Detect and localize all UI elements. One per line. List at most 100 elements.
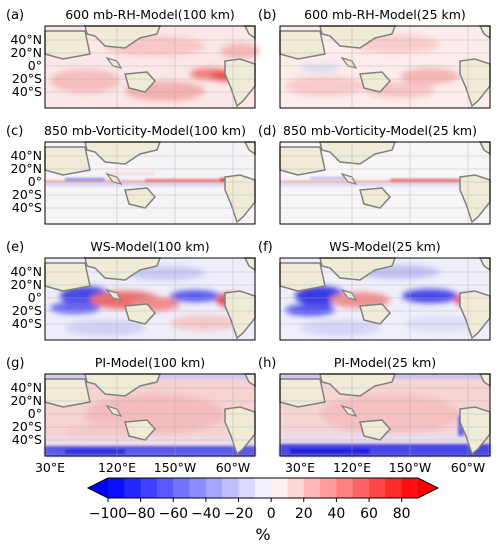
y-tick-label: 40°S (12, 316, 42, 331)
panel-label-e: (e) (6, 240, 24, 255)
y-ticks-row-1: 40°N 20°N 0° 20°S 40°S (10, 32, 42, 99)
colorbar-cell (336, 478, 354, 498)
panel-label-b: (b) (258, 8, 276, 23)
panel-g-land (44, 373, 256, 456)
y-tick-label: 40°N (10, 32, 42, 47)
panel-d-grid (280, 142, 490, 224)
y-tick-label: 40°N (10, 380, 42, 395)
colorbar-cell (238, 478, 256, 498)
y-tick-label: 20°N (10, 277, 42, 292)
y-tick-label: 0° (28, 174, 42, 189)
colorbar-cell (385, 478, 403, 498)
panel-h-frame (279, 373, 491, 457)
colorbar-extend-max (418, 478, 438, 498)
panel-e (44, 257, 256, 341)
colorbar-cells (88, 478, 438, 498)
y-tick-label: 0° (28, 290, 42, 305)
colorbar-tick-label: 60 (360, 506, 378, 522)
y-ticks-row-3: 40°N 20°N 0° 20°S 40°S (10, 264, 42, 331)
panel-a (44, 25, 260, 109)
y-tick-label: 40°S (12, 432, 42, 447)
colorbar-unit-label: % (255, 525, 270, 544)
panel-h-grid (280, 374, 490, 456)
panel-f (279, 257, 491, 341)
panel-f-frame (279, 257, 491, 341)
y-tick-label: 0° (28, 406, 42, 421)
y-tick-label: 20°S (12, 71, 42, 86)
x-tick-label: 120°E (333, 460, 371, 475)
panel-h-land (279, 373, 491, 456)
panel-b (279, 25, 491, 109)
x-tick-label: 120°E (98, 460, 136, 475)
panel-g (44, 373, 256, 457)
colorbar-tick-label: 20 (295, 506, 313, 522)
x-ticks-left: 30°E 120°E 150°W 60°W (35, 460, 250, 475)
panel-e-land (44, 257, 256, 340)
panel-title-d: 850 mb-Vorticity-Model(25 km) (283, 123, 477, 138)
panel-title-e: WS-Model(100 km) (90, 239, 209, 254)
colorbar-tick-label: 0 (267, 506, 276, 522)
panel-a-land (44, 25, 256, 108)
panel-label-f: (f) (258, 240, 273, 255)
y-tick-label: 40°N (10, 264, 42, 279)
colorbar-cell (287, 478, 305, 498)
colorbar-ticks: −100−80 −60 −40 −20 0 20 40 60 80 (89, 498, 411, 522)
y-tick-label: 20°N (10, 393, 42, 408)
panel-label-d: (d) (258, 124, 276, 139)
colorbar-cell (205, 478, 223, 498)
y-tick-label: 20°S (12, 303, 42, 318)
y-ticks-row-2: 40°N 20°N 0° 20°S 40°S (10, 148, 42, 215)
colorbar-tick-label: −40 (191, 506, 221, 522)
panel-a-frame (44, 25, 256, 109)
panel-c-grid (45, 142, 255, 224)
colorbar-cell (271, 478, 288, 498)
y-tick-label: 0° (28, 58, 42, 73)
panel-title-a: 600 mb-RH-Model(100 km) (65, 7, 235, 22)
panel-c (44, 141, 256, 225)
y-tick-label: 20°N (10, 161, 42, 176)
x-tick-label: 150°W (154, 460, 196, 475)
panel-h (279, 373, 491, 457)
colorbar-cell (352, 478, 370, 498)
colorbar-cell (369, 478, 386, 498)
panel-d-frame (279, 141, 491, 225)
panel-title-b: 600 mb-RH-Model(25 km) (304, 7, 466, 22)
colorbar-tick-label: −100 (89, 506, 127, 522)
y-tick-label: 20°S (12, 419, 42, 434)
colorbar-cell (108, 478, 125, 498)
colorbar-cell (254, 478, 272, 498)
panel-label-g: (g) (6, 356, 24, 371)
x-tick-label: 60°W (216, 460, 251, 475)
x-tick-label: 150°W (389, 460, 431, 475)
y-tick-label: 20°S (12, 187, 42, 202)
panel-a-grid (45, 26, 255, 108)
panel-label-a: (a) (6, 8, 24, 23)
colorbar-extend-min (88, 478, 108, 498)
panel-title-h: PI-Model(25 km) (334, 355, 436, 370)
panel-title-g: PI-Model(100 km) (95, 355, 205, 370)
y-tick-label: 40°N (10, 148, 42, 163)
colorbar-cell (189, 478, 207, 498)
colorbar-cell (173, 478, 191, 498)
panel-f-grid (280, 258, 490, 340)
panel-label-h: (h) (258, 356, 276, 371)
x-tick-label: 60°W (451, 460, 486, 475)
panel-f-land (279, 257, 491, 340)
y-tick-label: 40°S (12, 84, 42, 99)
colorbar-tick-label: 40 (328, 506, 346, 522)
panel-title-c: 850 mb-Vorticity-Model(100 km) (44, 123, 246, 138)
colorbar-tick-label: 80 (393, 506, 411, 522)
panel-g-frame (44, 373, 256, 457)
panel-c-frame (44, 141, 256, 225)
colorbar-cell (303, 478, 321, 498)
colorbar-tick-label: −20 (224, 506, 254, 522)
colorbar-tick-label: −80 (126, 506, 156, 522)
colorbar-tick-label: −60 (158, 506, 188, 522)
x-ticks-right: 30°E 120°E 150°W 60°W (285, 460, 485, 475)
panel-d (279, 141, 491, 225)
panel-c-land (44, 141, 256, 224)
colorbar-cell (124, 478, 142, 498)
y-tick-label: 40°S (12, 200, 42, 215)
colorbar: −100−80 −60 −40 −20 0 20 40 60 80 % (86, 477, 440, 544)
